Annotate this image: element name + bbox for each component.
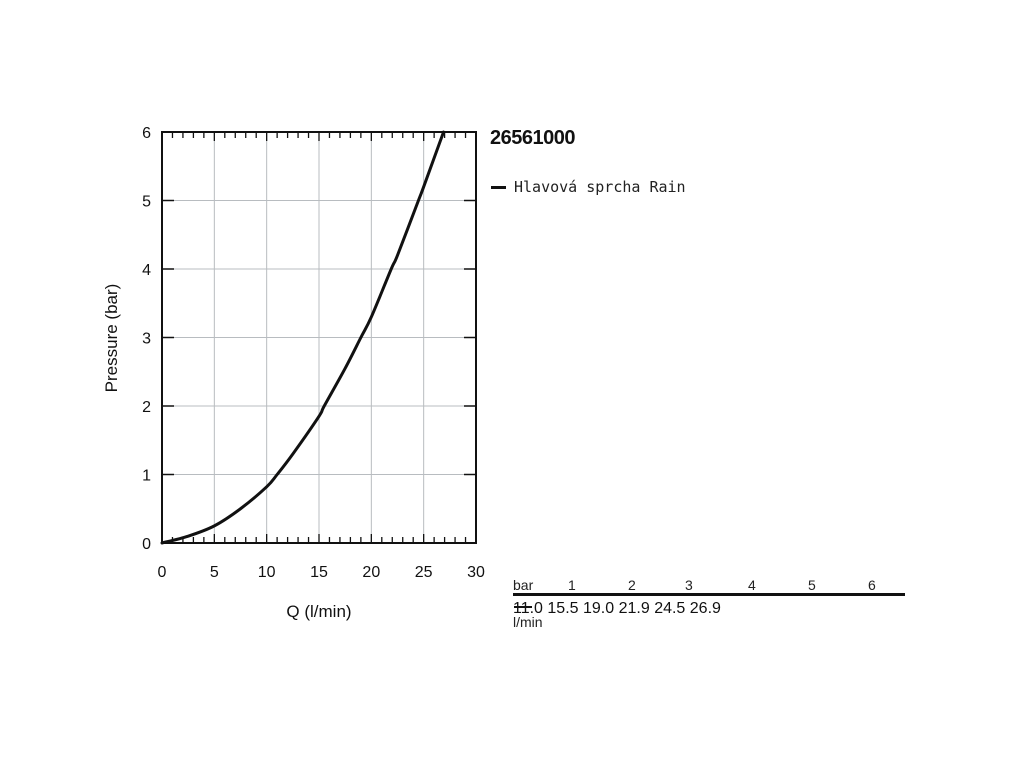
- tick-labels: 0 5 10 15 20 25 30 0 1 2 3 4 5 6: [142, 125, 485, 581]
- flow-cell: 24.5: [654, 600, 686, 617]
- grid-lines: [162, 132, 476, 543]
- pressure-cell: 1: [568, 577, 576, 593]
- x-tick-label: 15: [310, 564, 328, 581]
- legend: Hlavová sprcha Rain: [491, 178, 686, 196]
- pressure-cell: 5: [808, 577, 816, 593]
- product-code: 26561000: [490, 127, 575, 149]
- x-tick-label: 0: [158, 564, 167, 581]
- legend-label: Hlavová sprcha Rain: [514, 178, 686, 196]
- table-rule: [513, 593, 905, 596]
- y-tick-label: 4: [142, 262, 151, 279]
- flow-row: 11.0 15.5 19.0 21.9 24.5 26.9: [513, 600, 905, 618]
- series-line-hlavova-sprcha-rain: [160, 130, 446, 545]
- y-tick-label: 3: [142, 331, 151, 348]
- flow-cell: 26.9: [689, 600, 721, 617]
- x-tick-label: 10: [258, 564, 276, 581]
- flow-cell: 11.0: [513, 600, 543, 617]
- x-axis-title: Q (l/min): [286, 602, 351, 621]
- y-tick-label: 0: [142, 536, 151, 553]
- x-tick-label: 30: [467, 564, 485, 581]
- pressure-unit-label: bar: [513, 577, 534, 593]
- flow-line-swatch: [514, 606, 532, 608]
- pressure-row: bar 1 2 3 4 5 6: [513, 577, 905, 595]
- legend-line-swatch: [491, 185, 506, 189]
- y-axis-title: Pressure (bar): [102, 284, 121, 393]
- flow-table: bar 1 2 3 4 5 6 11.0 15.5 19.0 21.9 24.5…: [513, 577, 905, 630]
- flow-unit-label: l/min: [513, 614, 543, 630]
- plot-frame: [161, 131, 477, 544]
- pressure-cell: 6: [868, 577, 876, 593]
- pressure-cell: 3: [685, 577, 693, 593]
- pressure-cell: 4: [748, 577, 756, 593]
- x-tick-label: 25: [415, 564, 433, 581]
- y-tick-label: 5: [142, 194, 151, 211]
- flow-cell: 15.5: [547, 600, 579, 617]
- y-tick-label: 2: [142, 399, 151, 416]
- x-tick-label: 5: [210, 564, 219, 581]
- y-tick-label: 6: [142, 125, 151, 142]
- series-layer: [160, 130, 446, 545]
- pressure-cell: 2: [628, 577, 636, 593]
- flow-cell: 21.9: [618, 600, 650, 617]
- x-tick-label: 20: [362, 564, 380, 581]
- y-tick-label: 1: [142, 468, 151, 485]
- flow-cell: 19.0: [583, 600, 615, 617]
